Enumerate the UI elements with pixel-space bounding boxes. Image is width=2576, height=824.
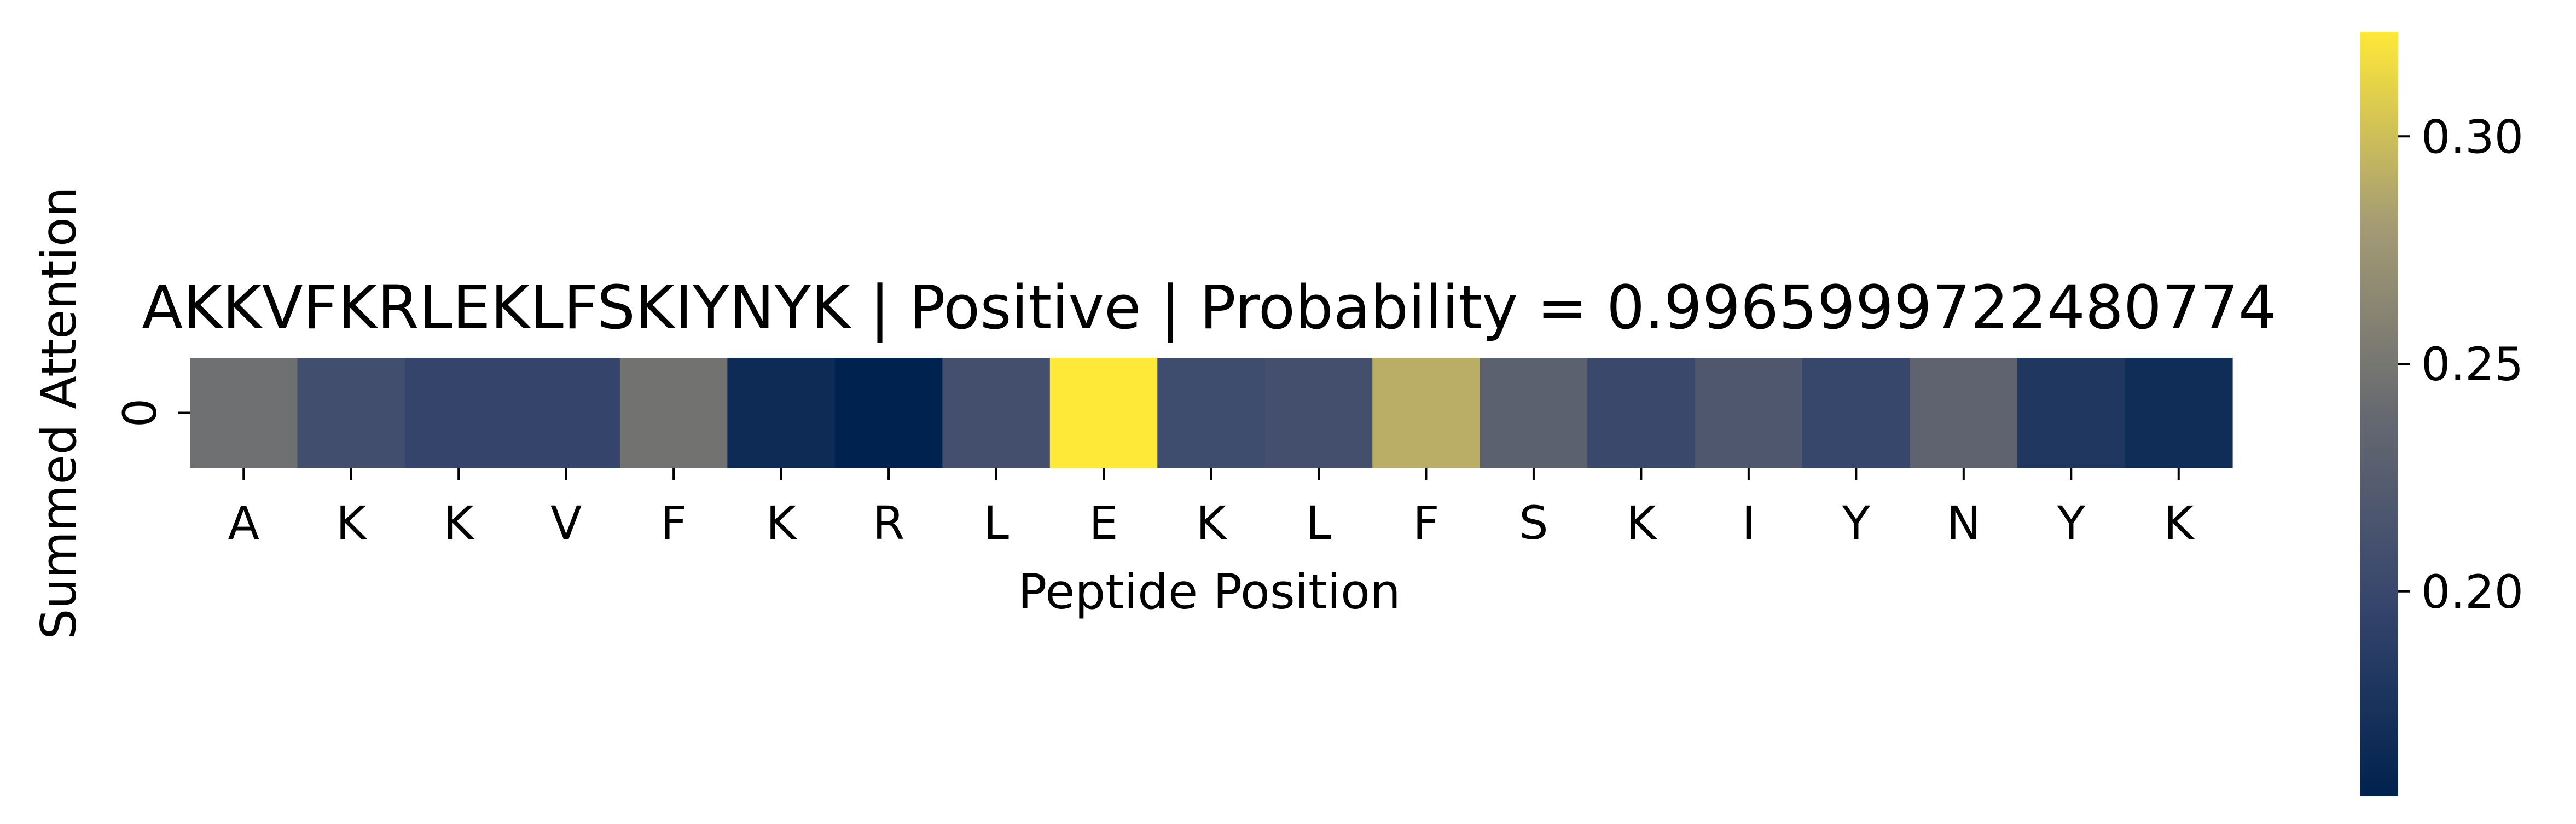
x-tick-label: K <box>1196 496 1227 550</box>
x-tick-label: Y <box>1842 496 1871 550</box>
colorbar-ticks: 0.20 0.25 0.30 <box>2398 110 2523 619</box>
x-tick-label: A <box>228 496 259 550</box>
heatmap-cell <box>1802 358 1911 468</box>
colorbar-tick-label: 0.30 <box>2421 110 2523 164</box>
x-tick-label: K <box>1626 496 1657 550</box>
heatmap-cell <box>1157 358 1266 468</box>
heatmap-cell <box>190 358 298 468</box>
x-tick-label: K <box>444 496 475 550</box>
x-tick-label: E <box>1089 496 1118 550</box>
heatmap-cells <box>190 358 2233 468</box>
x-tick-label: N <box>1946 496 1981 550</box>
y-tick-label: 0 <box>113 398 167 427</box>
x-tick-label: K <box>2163 496 2195 550</box>
x-tick-label: F <box>1413 496 1439 550</box>
x-tick-label: K <box>336 496 367 550</box>
y-ticks: 0 <box>113 398 190 427</box>
heatmap-cell <box>1480 358 1588 468</box>
heatmap-cell <box>2017 358 2126 468</box>
x-tick-label: F <box>660 496 687 550</box>
chart-title: AKKVFKRLEKLFSKIYNYK | Positive | Probabi… <box>142 272 2277 343</box>
x-tick-label: K <box>766 496 797 550</box>
heatmap-cell <box>834 358 943 468</box>
heatmap-cell <box>1695 358 1803 468</box>
colorbar-tick-label: 0.20 <box>2421 565 2523 619</box>
heatmap-cell <box>2125 358 2233 468</box>
heatmap-cell <box>1372 358 1481 468</box>
x-tick-label: I <box>1742 496 1755 550</box>
heatmap-cell <box>297 358 405 468</box>
x-tick-label: L <box>1306 496 1332 550</box>
heatmap-cell <box>1264 358 1373 468</box>
heatmap-cell <box>512 358 620 468</box>
heatmap-cell <box>727 358 836 468</box>
heatmap-cell <box>404 358 513 468</box>
heatmap-cell <box>1049 358 1158 468</box>
heatmap-cell <box>1910 358 2018 468</box>
x-tick-label: Y <box>2057 496 2086 550</box>
x-tick-label: S <box>1519 496 1548 550</box>
heatmap-cell <box>942 358 1051 468</box>
x-tick-label: R <box>873 496 904 550</box>
heatmap-cell <box>619 358 728 468</box>
x-axis-label: Peptide Position <box>1018 564 1401 620</box>
heatmap-cell <box>1587 358 1696 468</box>
x-tick-label: V <box>550 496 582 550</box>
y-axis-label: Summed Attention <box>31 187 87 639</box>
colorbar-tick-label: 0.25 <box>2421 338 2523 391</box>
colorbar <box>2360 32 2398 796</box>
x-tick-label: L <box>983 496 1009 550</box>
